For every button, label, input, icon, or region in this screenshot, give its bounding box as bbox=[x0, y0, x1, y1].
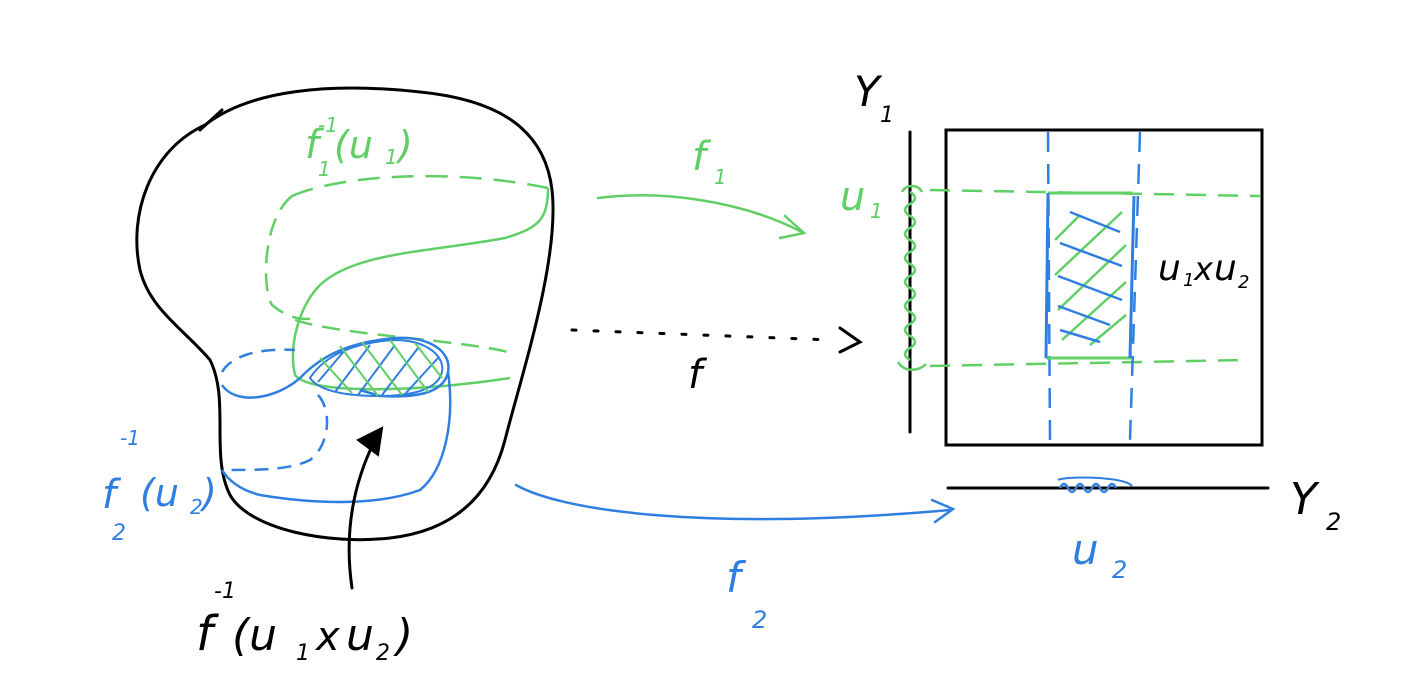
label-f: f bbox=[688, 352, 708, 398]
svg-text:1: 1 bbox=[385, 145, 398, 169]
svg-text:f: f bbox=[196, 606, 219, 662]
label-u2: u 2 bbox=[1072, 525, 1127, 584]
svg-text:u: u bbox=[346, 610, 374, 661]
u2-band-right-dashed bbox=[1128, 131, 1142, 441]
svg-text:2: 2 bbox=[376, 641, 390, 666]
f2-arrow bbox=[514, 483, 952, 521]
green-preimage-bottom-dashed bbox=[294, 318, 509, 354]
blue-preimage-outline bbox=[220, 336, 450, 399]
svg-text:-1: -1 bbox=[318, 113, 338, 137]
svg-text:(u: (u bbox=[232, 610, 277, 661]
svg-text:(u: (u bbox=[334, 123, 373, 167]
preimage-pointer-arrow bbox=[347, 438, 377, 590]
space-x-outline-tick bbox=[198, 108, 224, 132]
svg-text:2: 2 bbox=[1112, 556, 1127, 584]
svg-text:f: f bbox=[726, 553, 747, 602]
u1-band-bottom-dashed bbox=[929, 358, 1246, 368]
svg-text:u: u bbox=[1214, 248, 1237, 289]
svg-text:1: 1 bbox=[1183, 270, 1194, 291]
f1-arrow bbox=[596, 194, 804, 234]
svg-text:-1: -1 bbox=[214, 579, 236, 604]
svg-text:1: 1 bbox=[296, 641, 310, 666]
f2-arrowhead bbox=[930, 498, 956, 524]
svg-text:): ) bbox=[199, 471, 217, 515]
svg-text:1: 1 bbox=[318, 157, 331, 181]
blue-preimage-lower-dashed bbox=[224, 394, 329, 472]
svg-text:1: 1 bbox=[870, 199, 883, 223]
svg-text:x: x bbox=[1193, 250, 1214, 288]
product-space-box bbox=[944, 128, 1264, 447]
label-f2-preimage: f 2 -1 (u 2 ) bbox=[102, 426, 217, 546]
svg-text:2: 2 bbox=[752, 606, 767, 634]
svg-text:2: 2 bbox=[1238, 272, 1249, 293]
label-y2: Y 2 bbox=[1290, 474, 1341, 536]
svg-text:): ) bbox=[395, 123, 413, 167]
u2-band-left-dashed bbox=[1046, 131, 1052, 441]
space-x-outline bbox=[135, 86, 555, 542]
svg-text:-1: -1 bbox=[120, 426, 140, 450]
product-rectangle bbox=[1044, 191, 1136, 360]
svg-text:Y: Y bbox=[1290, 474, 1320, 525]
u2-interval-squiggle bbox=[1058, 482, 1118, 494]
svg-text:f: f bbox=[102, 472, 122, 518]
svg-text:u: u bbox=[1072, 525, 1099, 574]
svg-text:): ) bbox=[393, 610, 413, 661]
preimage-intersection-hatch bbox=[308, 338, 444, 398]
svg-text:1: 1 bbox=[714, 165, 727, 189]
svg-text:2: 2 bbox=[190, 495, 203, 519]
svg-text:1: 1 bbox=[880, 103, 894, 128]
label-f2: f 2 bbox=[726, 553, 767, 634]
blue-preimage-dashed-left bbox=[220, 348, 296, 373]
svg-text:u: u bbox=[840, 174, 865, 220]
svg-text:f: f bbox=[692, 134, 712, 180]
u1-interval-bracket-top bbox=[900, 184, 924, 193]
preimage-pointer-arrowhead bbox=[356, 426, 384, 457]
green-preimage-left-dashed bbox=[264, 195, 319, 321]
label-f1: f 1 bbox=[692, 134, 727, 189]
green-preimage-right-edge bbox=[291, 187, 550, 391]
f1-arrowhead bbox=[778, 214, 807, 240]
f-arrowhead bbox=[838, 326, 863, 354]
label-product-preimage: f -1 (u 1 x u 2 ) bbox=[196, 579, 413, 666]
label-product: u 1 x u 2 bbox=[1158, 248, 1249, 293]
u2-interval-bracket bbox=[1057, 476, 1133, 487]
svg-text:u: u bbox=[1158, 248, 1181, 289]
svg-text:2: 2 bbox=[1326, 508, 1341, 536]
label-f1-preimage: f 1 -1 (u 1 ) bbox=[305, 113, 413, 181]
svg-text:Y: Y bbox=[854, 67, 883, 116]
green-preimage-top-dashed bbox=[291, 174, 549, 198]
u1-interval-bracket-bottom bbox=[896, 361, 927, 371]
blue-preimage-lower bbox=[220, 371, 452, 504]
u1-interval-squiggle bbox=[903, 190, 917, 362]
svg-text:2: 2 bbox=[112, 521, 126, 546]
label-y1: Y 1 bbox=[854, 67, 894, 128]
f-arrow-dotted bbox=[570, 328, 834, 342]
svg-text:(u: (u bbox=[140, 471, 179, 515]
svg-text:x: x bbox=[314, 614, 340, 660]
label-u1: u 1 bbox=[840, 174, 883, 223]
